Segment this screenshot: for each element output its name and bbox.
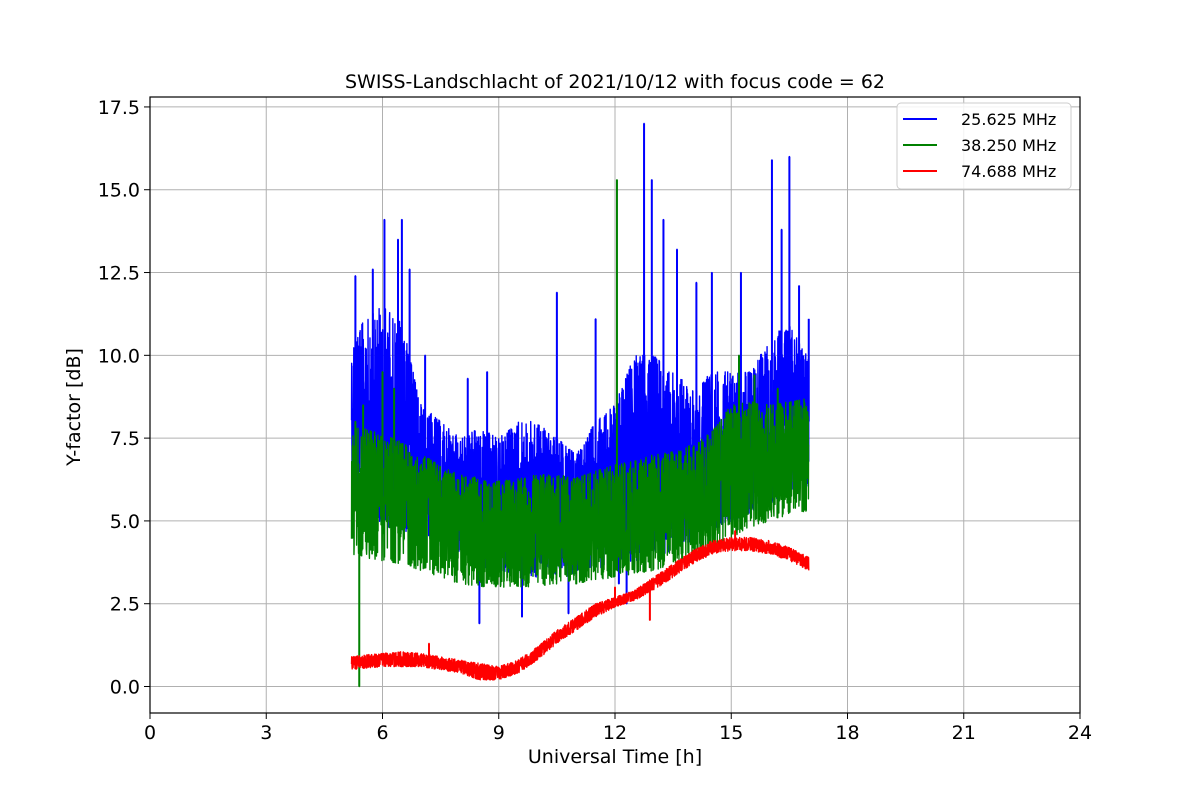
y-tick-label: 15.0 [98,180,140,202]
legend: 25.625 MHz 38.250 MHz 74.688 MHz [896,102,1072,190]
x-tick-label: 21 [952,722,976,744]
chart-title: SWISS-Landschlacht of 2021/10/12 with fo… [345,71,885,93]
y-tick-label: 12.5 [98,263,140,285]
x-tick-label: 15 [719,722,743,744]
legend-label: 25.625 MHz [961,110,1056,129]
x-axis-label: Universal Time [h] [528,746,702,768]
y-tick-label: 5.0 [110,511,140,533]
x-tick-label: 3 [260,722,272,744]
x-tick-label: 24 [1068,722,1092,744]
x-tick-label: 18 [835,722,859,744]
legend-box [896,102,1072,190]
ticks: 0 3 6 9 12 15 18 21 24 0.0 2.5 5.0 7.5 10.0 12.5 15.0 17… [98,97,1092,744]
y-tick-label: 10.0 [98,345,140,367]
y-tick-label: 2.5 [110,594,140,616]
x-tick-label: 6 [376,722,388,744]
legend-label: 38.250 MHz [961,136,1056,155]
y-tick-label: 17.5 [98,97,140,119]
series-line [350,530,810,681]
legend-label: 74.688 MHz [961,162,1056,181]
x-tick-label: 9 [493,722,505,744]
y-axis-label: Y-factor [dB] [63,348,85,467]
x-tick-label: 12 [603,722,627,744]
series-line [350,179,810,688]
y-tick-label: 0.0 [110,677,140,699]
x-tick-label: 0 [144,722,156,744]
plot-area [350,122,810,688]
y-tick-label: 7.5 [110,428,140,450]
